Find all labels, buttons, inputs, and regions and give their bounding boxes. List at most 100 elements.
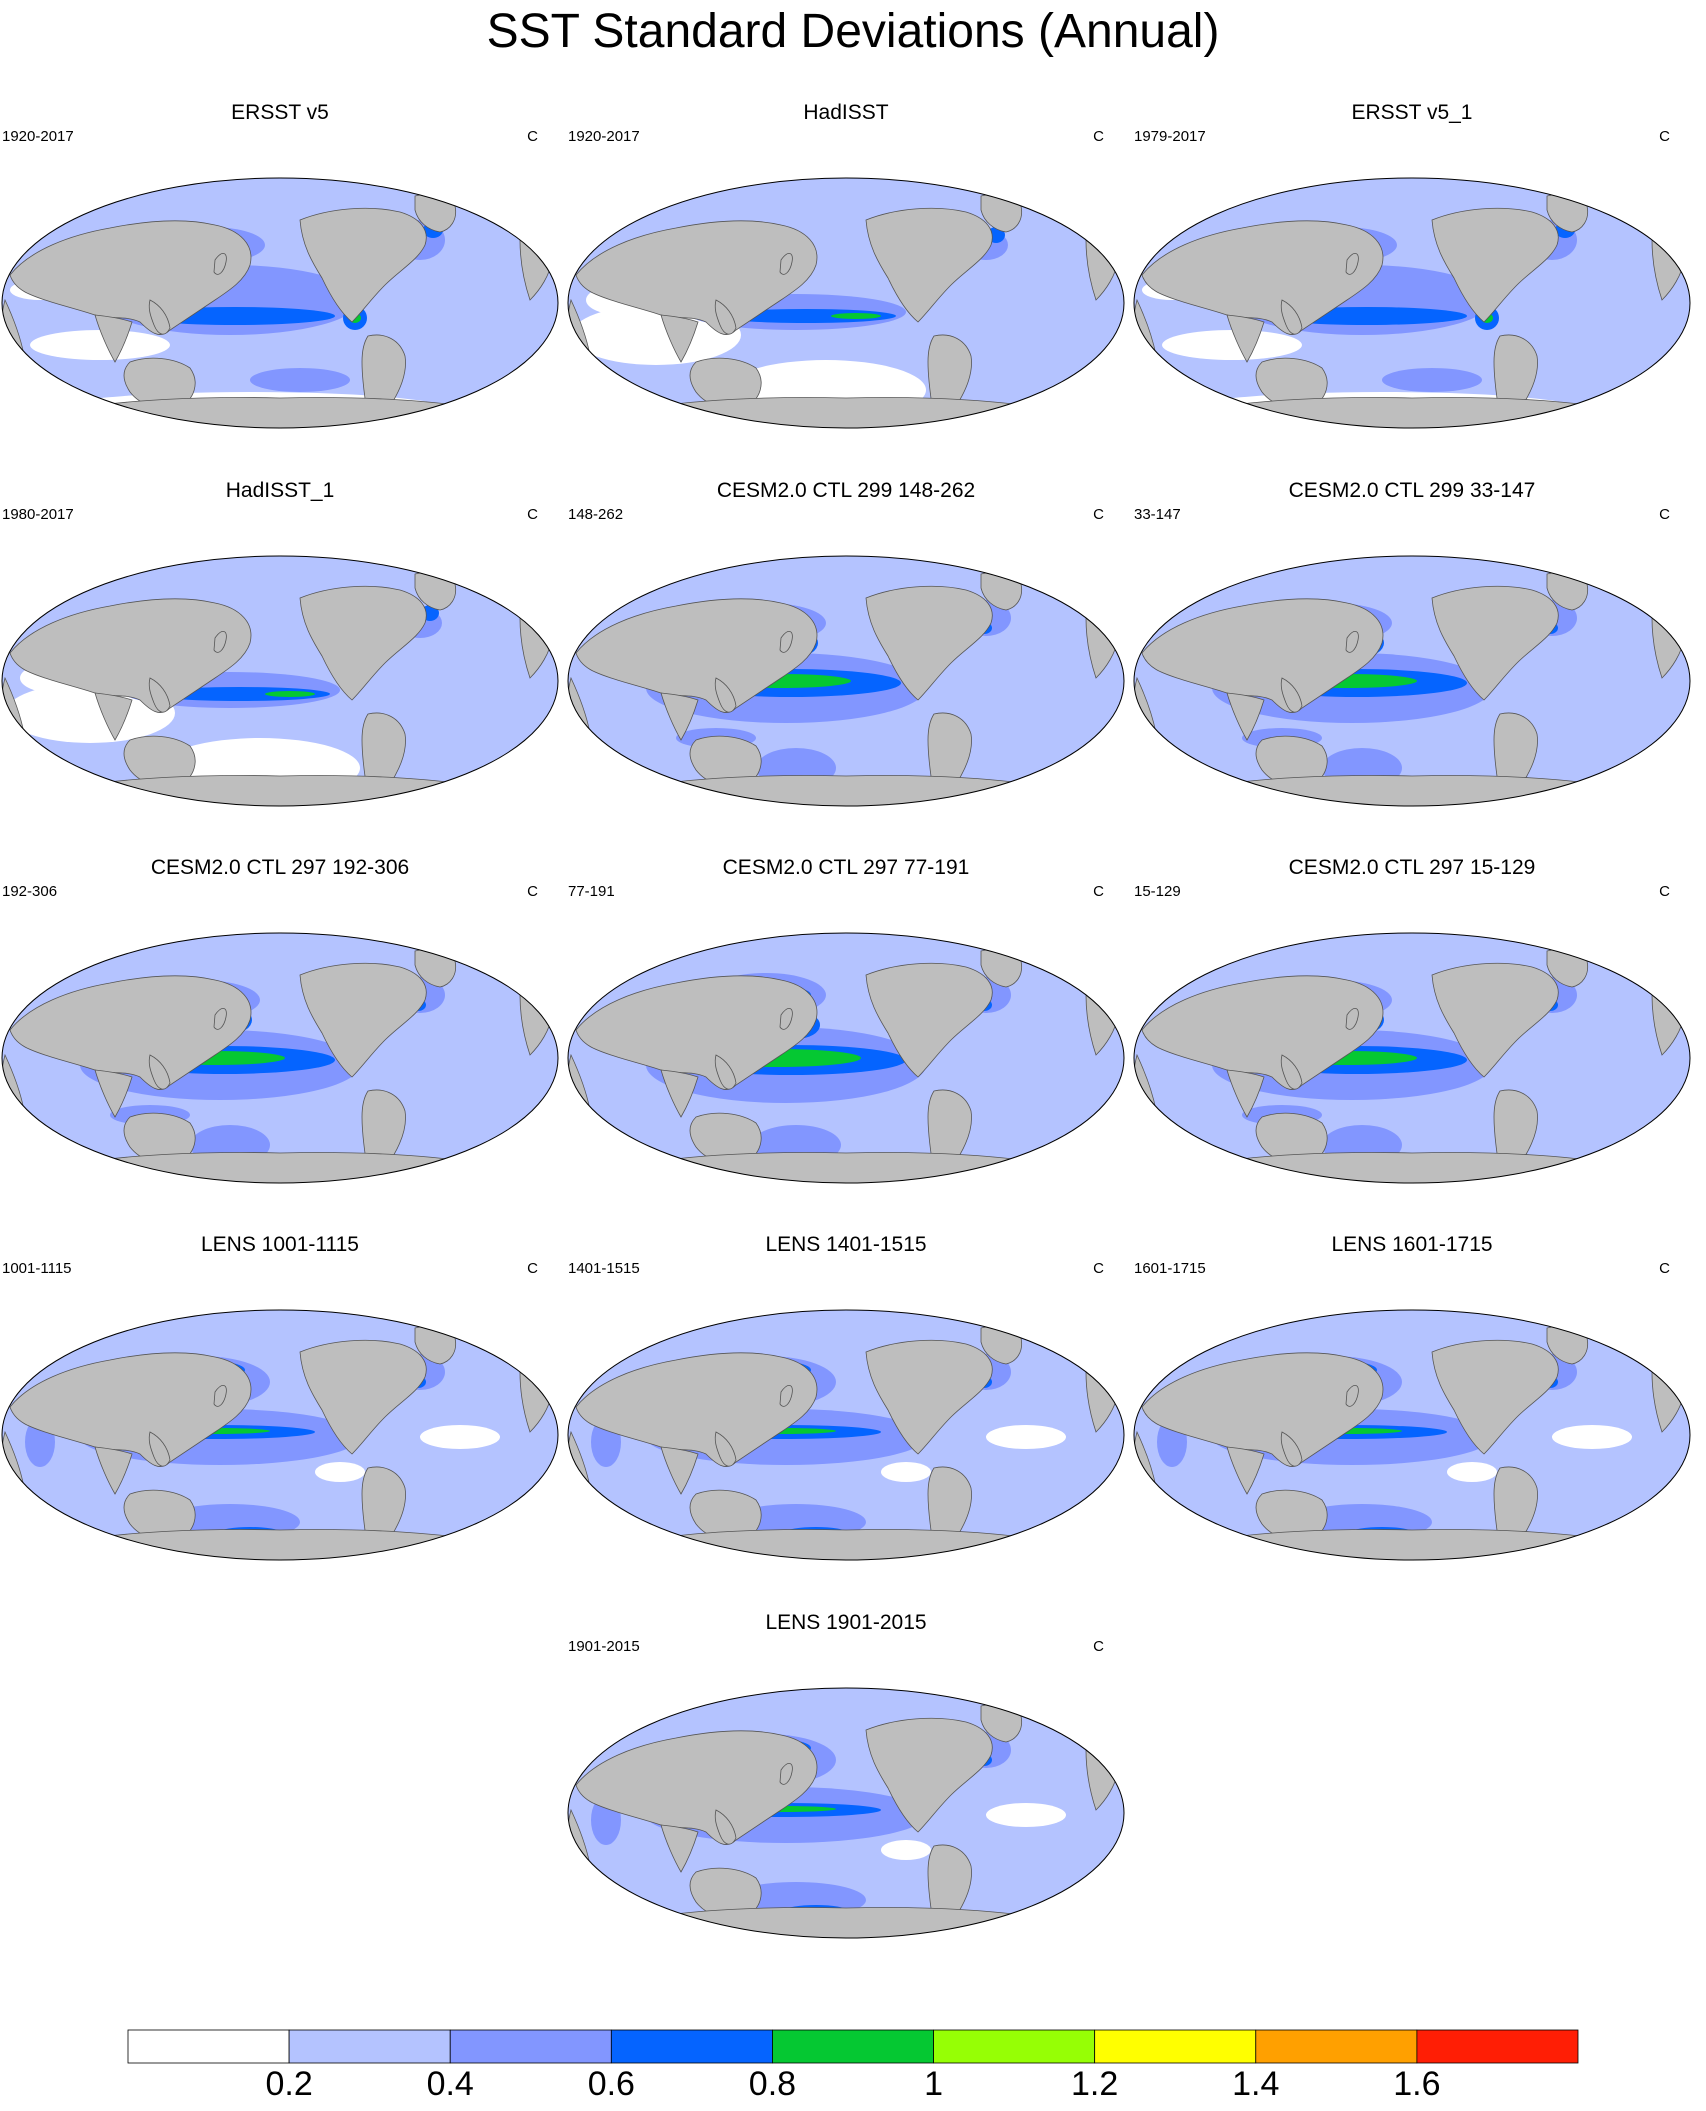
sst-field <box>1134 933 1690 1183</box>
map-border <box>1 555 559 807</box>
figure-title: SST Standard Deviations (Annual) <box>486 5 1220 58</box>
map-panel: CESM2.0 CTL 297 192-306 192-306 C <box>0 855 560 1185</box>
panel-unit: C <box>527 1260 538 1277</box>
continent-india <box>660 1824 699 1873</box>
colorbar-box <box>449 2029 612 2064</box>
continent-asia <box>575 220 818 335</box>
continent-namerica <box>1431 585 1559 701</box>
continent-namerica <box>1431 207 1559 323</box>
map-panel: CESM2.0 CTL 299 33-147 33-147 C <box>1132 478 1692 808</box>
panel-period: 1901-2015 <box>568 1638 640 1655</box>
world-map <box>567 555 1125 807</box>
continent-india <box>660 1069 699 1118</box>
panel-title: CESM2.0 CTL 297 77-191 <box>722 856 970 879</box>
continent-india <box>1226 314 1265 363</box>
map-panel: CESM2.0 CTL 297 15-129 15-129 C <box>1132 855 1692 1185</box>
continent-japan <box>779 631 793 653</box>
world-map <box>567 932 1125 1184</box>
panel-period: 1601-1715 <box>1134 1260 1206 1277</box>
panel-period: 1001-1115 <box>2 1260 72 1277</box>
continent-japan <box>213 253 227 275</box>
panel-unit: C <box>527 506 538 523</box>
sst-field <box>1134 556 1690 806</box>
panel-period: 15-129 <box>1134 883 1181 900</box>
panel-title: HadISST_1 <box>225 479 335 502</box>
land-mask <box>2 572 553 806</box>
sst-field <box>2 933 558 1183</box>
panel-unit: C <box>1659 128 1670 145</box>
colorbar-label: 1.4 <box>1232 2065 1280 2103</box>
panel-title: LENS 1401-1515 <box>765 1233 927 1256</box>
continent-indochina <box>714 677 737 713</box>
panel-period: 1920-2017 <box>2 128 74 145</box>
panel-period: 33-147 <box>1134 506 1181 523</box>
colorbar-box <box>933 2029 1096 2064</box>
continent-indochina <box>714 1054 737 1090</box>
world-map <box>1133 932 1691 1184</box>
colorbar-box <box>610 2029 773 2064</box>
map-panel: ERSST v5_1 1979-2017 C <box>1132 100 1692 430</box>
sst-contour <box>986 1803 1066 1827</box>
continent-asia <box>9 220 252 335</box>
continent-namerica <box>299 207 427 323</box>
panel-period: 1920-2017 <box>568 128 640 145</box>
colorbar-label: 0.4 <box>426 2065 474 2103</box>
colorbar-label: 1.2 <box>1071 2065 1119 2103</box>
sst-contour <box>1552 1425 1632 1449</box>
continent-japan <box>779 1385 793 1407</box>
map-border <box>1133 932 1691 1184</box>
map-border <box>1133 1309 1691 1561</box>
continent-japan <box>1345 1008 1359 1030</box>
colorbar-label: 0.8 <box>748 2065 797 2103</box>
panel-title: CESM2.0 CTL 299 148-262 <box>716 479 976 502</box>
continent-asia <box>575 975 818 1090</box>
continent-india <box>94 1446 133 1495</box>
panel-title: ERSST v5_1 <box>1351 101 1473 124</box>
continent-japan <box>779 1763 793 1785</box>
sst-contour <box>881 1462 931 1482</box>
continent-indochina <box>1280 1054 1303 1090</box>
panel-title: LENS 1601-1715 <box>1331 1233 1493 1256</box>
continent-namerica <box>865 585 993 701</box>
world-map <box>1133 555 1691 807</box>
continent-japan <box>1345 1385 1359 1407</box>
continent-asia <box>9 1352 252 1467</box>
map-panel: LENS 1001-1115 1001-1115 C <box>0 1232 560 1562</box>
sst-contour <box>250 368 350 392</box>
sst-contour <box>986 1425 1066 1449</box>
map-panel: LENS 1901-2015 1901-2015 C <box>566 1610 1126 1940</box>
continent-namerica <box>865 1717 993 1833</box>
panel-unit: C <box>1093 128 1104 145</box>
colorbar-label: 1.6 <box>1393 2065 1441 2103</box>
sst-contour <box>831 313 881 319</box>
continent-japan <box>1345 631 1359 653</box>
continent-indochina <box>714 299 737 335</box>
continent-asia <box>9 975 252 1090</box>
sst-contour <box>1382 368 1482 392</box>
continent-asia <box>575 598 818 713</box>
continent-indochina <box>148 299 171 335</box>
map-panel: ERSST v5 1920-2017 C <box>0 100 560 430</box>
map-panel: LENS 1401-1515 1401-1515 C <box>566 1232 1126 1562</box>
map-border <box>1 177 559 429</box>
colorbar-label: 0.6 <box>587 2065 635 2103</box>
continent-india <box>94 314 133 363</box>
sst-field <box>568 1310 1124 1560</box>
world-map <box>567 1687 1125 1939</box>
panel-unit: C <box>1093 1638 1104 1655</box>
continent-indochina <box>1280 299 1303 335</box>
sst-field <box>2 178 558 428</box>
colorbar-label: 0.2 <box>265 2065 313 2103</box>
continent-asia <box>575 1730 818 1845</box>
colorbar-box <box>772 2029 934 2064</box>
continent-indochina <box>714 1809 737 1845</box>
sst-field <box>1134 178 1690 428</box>
map-panel: CESM2.0 CTL 299 148-262 148-262 C <box>566 478 1126 808</box>
continent-indochina <box>714 1431 737 1467</box>
world-map <box>567 177 1125 429</box>
world-map <box>1 555 559 807</box>
continent-india <box>1226 1446 1265 1495</box>
continent-japan <box>213 1008 227 1030</box>
map-border <box>1133 177 1691 429</box>
continent-namerica <box>1431 1339 1559 1455</box>
